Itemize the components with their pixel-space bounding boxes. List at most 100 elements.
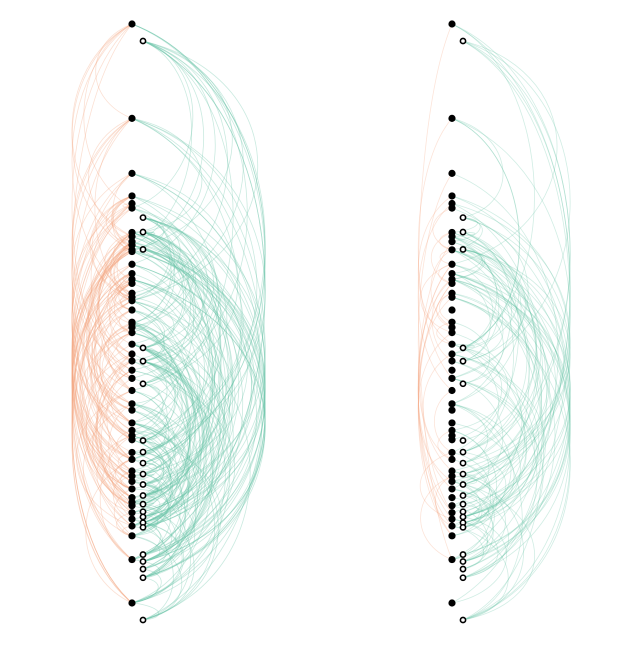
link-down (131, 278, 266, 562)
link-down (131, 249, 229, 503)
link-down (451, 343, 500, 453)
node-filled (128, 472, 136, 480)
link-up (417, 264, 453, 513)
link-down (451, 525, 509, 621)
link-down (131, 360, 176, 437)
link-up (91, 195, 133, 302)
link-up (95, 23, 133, 119)
link-down (451, 232, 536, 453)
link-down (131, 231, 210, 482)
node-filled (128, 247, 136, 256)
link-down (131, 484, 158, 499)
link-up (422, 353, 453, 460)
link-up (417, 283, 453, 537)
node-open (139, 228, 147, 236)
link-down (131, 403, 169, 441)
node-filled (128, 169, 136, 177)
link-up (71, 23, 133, 513)
link-down (131, 327, 207, 579)
link-down (131, 217, 266, 527)
node-filled (448, 455, 456, 464)
link-down (131, 40, 266, 560)
link-down (131, 173, 266, 555)
link-down (451, 249, 565, 482)
link-down (131, 23, 266, 485)
link-down (451, 23, 571, 464)
node-open (459, 523, 467, 531)
link-up (108, 283, 133, 345)
node-open (139, 565, 147, 573)
link-down (131, 568, 162, 604)
link-down (131, 203, 222, 505)
node-open (139, 437, 147, 444)
link-down (451, 273, 571, 579)
link-layer-right (417, 23, 571, 621)
link-down (131, 430, 172, 496)
link-up (439, 232, 453, 251)
link-down (451, 470, 524, 621)
link-down (131, 323, 202, 579)
link-up (420, 263, 453, 333)
node-open (139, 357, 147, 365)
link-up (119, 282, 133, 298)
link-down (131, 323, 204, 524)
link-down (131, 207, 191, 385)
link-up (71, 279, 133, 604)
link-down (131, 117, 203, 233)
link-down (451, 203, 548, 562)
node-filled (448, 114, 456, 122)
node-filled (128, 269, 136, 278)
link-up (91, 300, 133, 441)
link-down (131, 369, 235, 555)
link-down (131, 430, 157, 441)
link-up (417, 296, 453, 490)
link-up (417, 23, 453, 560)
link-up (71, 249, 133, 460)
link-down (451, 249, 483, 274)
link-down (131, 511, 159, 537)
link-down (131, 327, 172, 385)
link-down (451, 332, 523, 496)
node-open (139, 492, 147, 499)
link-down (131, 244, 262, 528)
link-down (131, 439, 174, 528)
link-up (85, 251, 133, 424)
link-up (438, 263, 453, 284)
link-up (90, 323, 133, 437)
node-filled (448, 323, 456, 331)
node-filled (448, 426, 456, 435)
link-up (433, 390, 453, 453)
node-filled (448, 400, 456, 408)
link-down (131, 117, 258, 441)
link-down (131, 251, 255, 496)
node-filled (448, 204, 456, 212)
node-open (459, 565, 467, 573)
link-up (76, 390, 133, 527)
node-open (459, 246, 467, 253)
link-down (131, 217, 214, 362)
link-down (131, 343, 183, 453)
link-down (131, 40, 233, 251)
node-open (459, 481, 467, 488)
link-down (131, 217, 218, 371)
link-down (131, 360, 201, 537)
link-down (131, 231, 197, 345)
node-filled (128, 386, 136, 395)
link-up (436, 292, 453, 328)
link-down (451, 347, 508, 431)
node-open (139, 558, 147, 565)
link-down (131, 326, 158, 349)
link-down (131, 118, 242, 496)
node-filled (448, 238, 456, 246)
link-down (451, 343, 475, 349)
link-up (71, 251, 133, 477)
node-filled (448, 599, 456, 607)
link-up (439, 292, 453, 323)
link-up (86, 309, 133, 453)
link-down (131, 403, 167, 453)
link-down (451, 292, 504, 362)
link-up (116, 273, 133, 302)
link-down (131, 390, 191, 496)
link-up (118, 283, 133, 311)
link-down (131, 231, 173, 298)
